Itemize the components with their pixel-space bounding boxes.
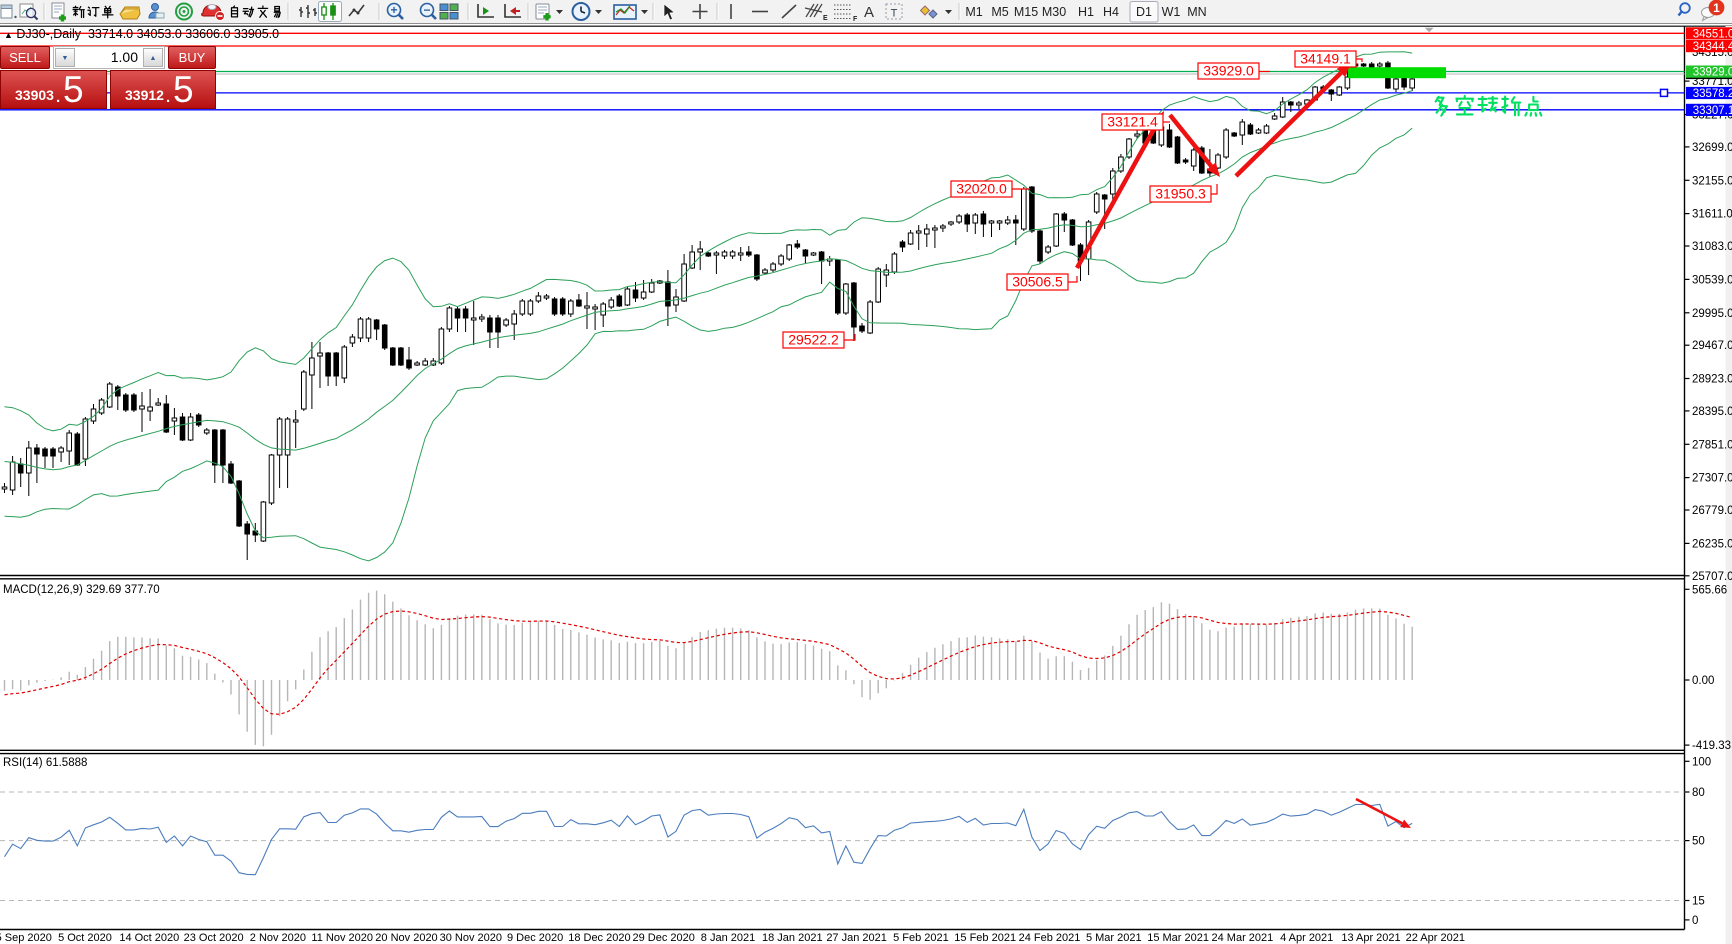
svg-text:29 Dec 2020: 29 Dec 2020 (633, 932, 695, 944)
svg-text:28923.0: 28923.0 (1692, 374, 1732, 386)
svg-text:5 Feb 2021: 5 Feb 2021 (893, 932, 949, 944)
svg-text:15 Mar 2021: 15 Mar 2021 (1147, 932, 1209, 944)
svg-text:34344.4: 34344.4 (1693, 41, 1732, 53)
svg-text:31611.0: 31611.0 (1692, 209, 1732, 221)
svg-text:T: T (891, 8, 898, 20)
svg-text:100: 100 (1692, 756, 1711, 768)
svg-text:33121.4: 33121.4 (1107, 114, 1158, 130)
svg-text:50: 50 (1692, 836, 1705, 848)
svg-text:20 Nov 2020: 20 Nov 2020 (375, 932, 437, 944)
svg-text:32155.0: 32155.0 (1692, 175, 1732, 187)
svg-text:18 Jan 2021: 18 Jan 2021 (762, 932, 823, 944)
svg-text:28395.0: 28395.0 (1692, 406, 1732, 418)
svg-text:−: − (423, 3, 430, 17)
svg-text:565.66: 565.66 (1692, 584, 1727, 596)
svg-text:M5: M5 (991, 5, 1008, 19)
svg-text:34551.0: 34551.0 (1693, 29, 1732, 41)
svg-text:33578.2: 33578.2 (1693, 88, 1732, 100)
svg-text:31950.3: 31950.3 (1155, 186, 1206, 202)
svg-text:24 Mar 2021: 24 Mar 2021 (1212, 932, 1274, 944)
svg-text:M30: M30 (1042, 5, 1066, 19)
svg-text:33929.0: 33929.0 (1203, 63, 1254, 79)
svg-text:D1: D1 (1136, 5, 1152, 19)
svg-text:8 Jan 2021: 8 Jan 2021 (701, 932, 755, 944)
svg-text:W1: W1 (1162, 5, 1181, 19)
svg-text:0.00: 0.00 (1692, 675, 1714, 687)
svg-text:9 Dec 2020: 9 Dec 2020 (507, 932, 563, 944)
svg-text:2 Nov 2020: 2 Nov 2020 (250, 932, 306, 944)
svg-text:15 Feb 2021: 15 Feb 2021 (954, 932, 1016, 944)
svg-text:25 Sep 2020: 25 Sep 2020 (0, 932, 52, 944)
svg-text:0: 0 (1692, 915, 1698, 927)
svg-text:5 Mar 2021: 5 Mar 2021 (1086, 932, 1142, 944)
svg-text:E: E (823, 15, 828, 22)
svg-text:23 Oct 2020: 23 Oct 2020 (184, 932, 244, 944)
svg-text:24 Feb 2021: 24 Feb 2021 (1019, 932, 1081, 944)
svg-text:H4: H4 (1103, 5, 1119, 19)
svg-text:H1: H1 (1078, 5, 1094, 19)
svg-text:32020.0: 32020.0 (956, 181, 1007, 197)
svg-text:F: F (853, 16, 858, 23)
svg-text:M15: M15 (1014, 5, 1038, 19)
svg-text:-419.33: -419.33 (1692, 740, 1731, 752)
svg-text:22 Apr 2021: 22 Apr 2021 (1406, 932, 1465, 944)
svg-text:80: 80 (1692, 787, 1705, 799)
svg-text:29467.0: 29467.0 (1692, 340, 1732, 352)
svg-text:32699.0: 32699.0 (1692, 142, 1732, 154)
svg-text:11 Nov 2020: 11 Nov 2020 (311, 932, 373, 944)
svg-text:26779.0: 26779.0 (1692, 505, 1732, 517)
svg-text:25707.0: 25707.0 (1692, 571, 1732, 583)
svg-text:29995.0: 29995.0 (1692, 308, 1732, 320)
svg-text:26235.0: 26235.0 (1692, 538, 1732, 550)
svg-text:13 Apr 2021: 13 Apr 2021 (1341, 932, 1400, 944)
svg-text:4 Apr 2021: 4 Apr 2021 (1280, 932, 1333, 944)
svg-text:27307.0: 27307.0 (1692, 473, 1732, 485)
svg-text:33307.1: 33307.1 (1693, 105, 1732, 117)
svg-text:30506.5: 30506.5 (1012, 274, 1063, 290)
svg-text:30 Nov 2020: 30 Nov 2020 (440, 932, 502, 944)
svg-text:M1: M1 (965, 5, 982, 19)
svg-text:27851.0: 27851.0 (1692, 439, 1732, 451)
svg-text:1: 1 (1713, 1, 1720, 15)
svg-text:31083.0: 31083.0 (1692, 241, 1732, 253)
svg-text:MN: MN (1187, 5, 1206, 19)
svg-text:+: + (390, 3, 397, 17)
svg-text:14 Oct 2020: 14 Oct 2020 (119, 932, 179, 944)
svg-text:MACD(12,26,9) 329.69 377.70: MACD(12,26,9) 329.69 377.70 (3, 584, 160, 596)
svg-text:27 Jan 2021: 27 Jan 2021 (826, 932, 887, 944)
svg-text:RSI(14) 61.5888: RSI(14) 61.5888 (3, 757, 87, 769)
svg-text:30539.0: 30539.0 (1692, 274, 1732, 286)
svg-text:34149.1: 34149.1 (1300, 51, 1351, 67)
svg-text:18 Dec 2020: 18 Dec 2020 (568, 932, 630, 944)
svg-text:15: 15 (1692, 896, 1705, 908)
svg-text:33929.0: 33929.0 (1693, 67, 1732, 79)
svg-text:29522.2: 29522.2 (788, 332, 839, 348)
svg-text:5 Oct 2020: 5 Oct 2020 (58, 932, 112, 944)
svg-text:A: A (864, 4, 874, 21)
